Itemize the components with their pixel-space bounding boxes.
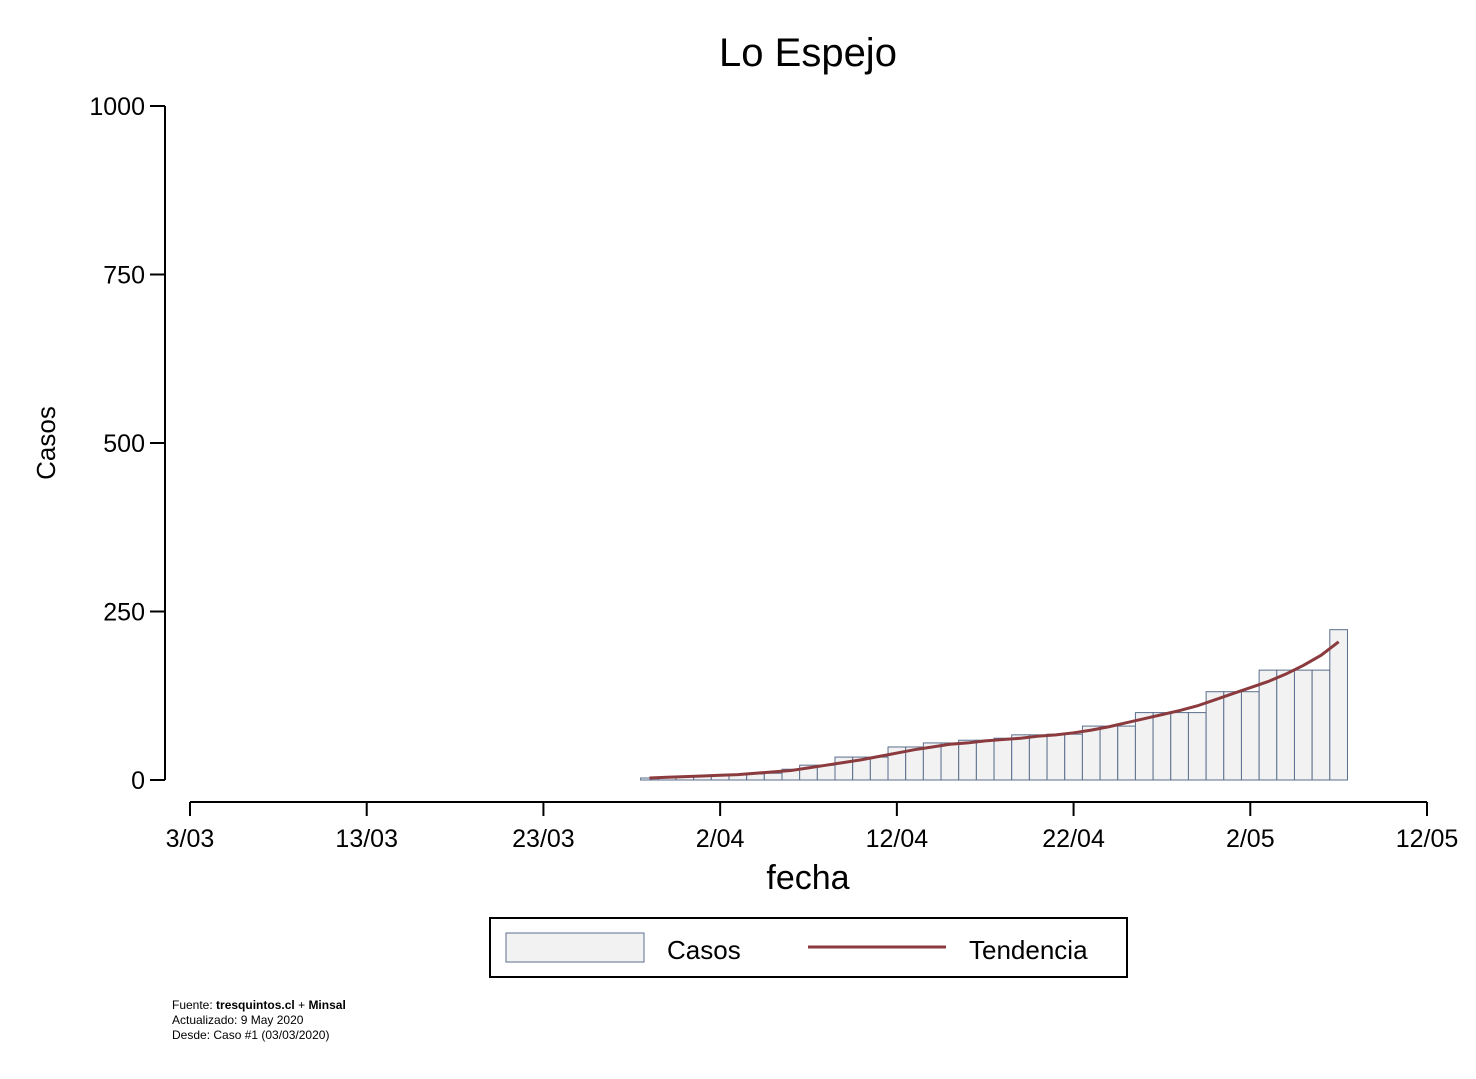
bar (763, 772, 783, 781)
bar (1064, 733, 1083, 781)
bar (975, 739, 995, 781)
bar (1170, 712, 1189, 781)
bar (940, 742, 960, 781)
x-tick-label: 2/04 (696, 825, 745, 853)
y-axis-label: Casos (31, 406, 61, 480)
bar (869, 756, 889, 781)
footer-source: Fuente: tresquintos.cl + Minsal (172, 998, 346, 1012)
x-tick-label: 2/05 (1226, 825, 1275, 853)
chart-title: Lo Espejo (719, 31, 897, 75)
legend-label: Tendencia (969, 935, 1088, 965)
bar (1240, 691, 1260, 781)
y-tick-label: 750 (103, 262, 145, 290)
bar (1223, 691, 1242, 781)
x-tick-label: 13/03 (335, 825, 398, 853)
x-tick-label: 12/04 (866, 825, 929, 853)
legend-label: Casos (667, 935, 741, 965)
bar (1028, 734, 1048, 781)
bar (1011, 734, 1030, 781)
trend-line (649, 640, 1340, 780)
bar (1258, 669, 1278, 781)
x-tick-label: 3/03 (166, 825, 215, 853)
y-tick-label: 250 (103, 599, 145, 627)
bar (1205, 691, 1225, 781)
x-tick-label: 22/04 (1042, 825, 1105, 853)
legend-swatch (505, 932, 645, 963)
y-tick-label: 500 (103, 430, 145, 458)
y-tick-label: 0 (131, 767, 145, 795)
bar (1046, 733, 1066, 781)
bar (1099, 725, 1119, 781)
x-tick-label: 23/03 (512, 825, 575, 853)
bar (1311, 669, 1331, 781)
bar (1117, 725, 1136, 781)
bar (958, 739, 977, 781)
footer-text: Minsal (308, 998, 345, 1012)
bar (1329, 629, 1348, 781)
bar (1081, 725, 1101, 781)
footer-text: tresquintos.cl (216, 998, 295, 1012)
footer-text: Fuente: (172, 998, 213, 1012)
bar (1134, 712, 1154, 781)
footer-since: Desde: Caso #1 (03/03/2020) (172, 1028, 329, 1042)
bar (1187, 712, 1207, 781)
footer-text: + (298, 998, 305, 1012)
x-tick-label: 12/05 (1396, 825, 1459, 853)
bar (1293, 669, 1313, 781)
x-axis-label: fecha (766, 859, 849, 897)
bar (993, 737, 1013, 781)
footer-updated: Actualizado: 9 May 2020 (172, 1013, 304, 1027)
bar (1276, 669, 1295, 781)
y-tick-label: 1000 (89, 93, 145, 121)
bar (1152, 712, 1172, 781)
